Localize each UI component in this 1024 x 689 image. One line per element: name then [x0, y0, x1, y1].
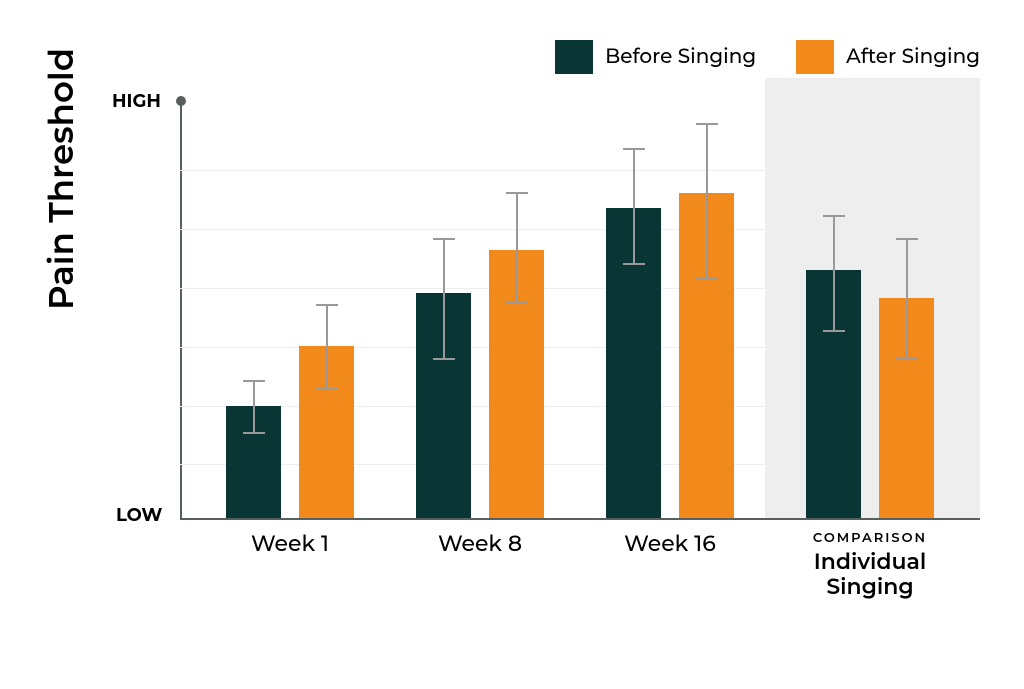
x-axis-line — [180, 518, 980, 520]
error-cap-top — [696, 123, 718, 125]
error-cap-top — [316, 304, 338, 306]
plot-area — [180, 100, 980, 520]
error-bar — [706, 125, 708, 280]
bar-before-2 — [606, 208, 661, 518]
y-axis-line — [180, 100, 182, 520]
comparison-main-label: IndividualSinging — [813, 549, 927, 600]
legend-item-after: After Singing — [796, 40, 980, 74]
bar-before-1 — [416, 293, 471, 518]
y-axis-high-label: HIGH — [112, 90, 161, 112]
bar-after-1 — [489, 250, 544, 518]
x-axis-label: COMPARISON IndividualSinging — [813, 530, 927, 600]
error-bar — [633, 150, 635, 265]
x-axis-label: Week 16 — [624, 530, 716, 557]
error-cap-top — [506, 192, 528, 194]
pain-threshold-chart: Before Singing After Singing Pain Thresh… — [60, 40, 1000, 660]
error-bar — [833, 217, 835, 332]
x-axis-label: Week 1 — [251, 530, 329, 557]
legend-label-after: After Singing — [846, 45, 980, 69]
legend-label-before: Before Singing — [605, 45, 756, 69]
error-cap-bottom — [316, 388, 338, 390]
error-bar — [326, 306, 328, 390]
x-axis-label: Week 8 — [438, 530, 522, 557]
y-axis-cap-icon — [176, 96, 186, 106]
error-cap-bottom — [896, 358, 918, 360]
error-bar — [253, 382, 255, 434]
legend-item-before: Before Singing — [555, 40, 756, 74]
legend: Before Singing After Singing — [555, 40, 980, 74]
error-cap-bottom — [823, 330, 845, 332]
y-axis-title: Pain Threshold — [40, 48, 82, 310]
error-bar — [443, 240, 445, 360]
error-cap-bottom — [243, 432, 265, 434]
error-bar — [516, 194, 518, 304]
error-cap-bottom — [623, 263, 645, 265]
error-cap-top — [433, 238, 455, 240]
bar-after-3 — [879, 298, 934, 518]
error-cap-top — [623, 148, 645, 150]
legend-swatch-before — [555, 40, 593, 74]
legend-swatch-after — [796, 40, 834, 74]
error-cap-bottom — [696, 278, 718, 280]
error-cap-top — [243, 380, 265, 382]
y-axis-low-label: LOW — [116, 504, 162, 526]
error-bar — [906, 240, 908, 360]
comparison-shade — [765, 78, 980, 518]
bar-before-0 — [226, 406, 281, 518]
bar-after-0 — [299, 346, 354, 518]
error-cap-bottom — [433, 358, 455, 360]
error-cap-bottom — [506, 302, 528, 304]
bar-after-2 — [679, 193, 734, 518]
bar-before-3 — [806, 270, 861, 518]
error-cap-top — [896, 238, 918, 240]
comparison-super-label: COMPARISON — [813, 530, 927, 546]
error-cap-top — [823, 215, 845, 217]
